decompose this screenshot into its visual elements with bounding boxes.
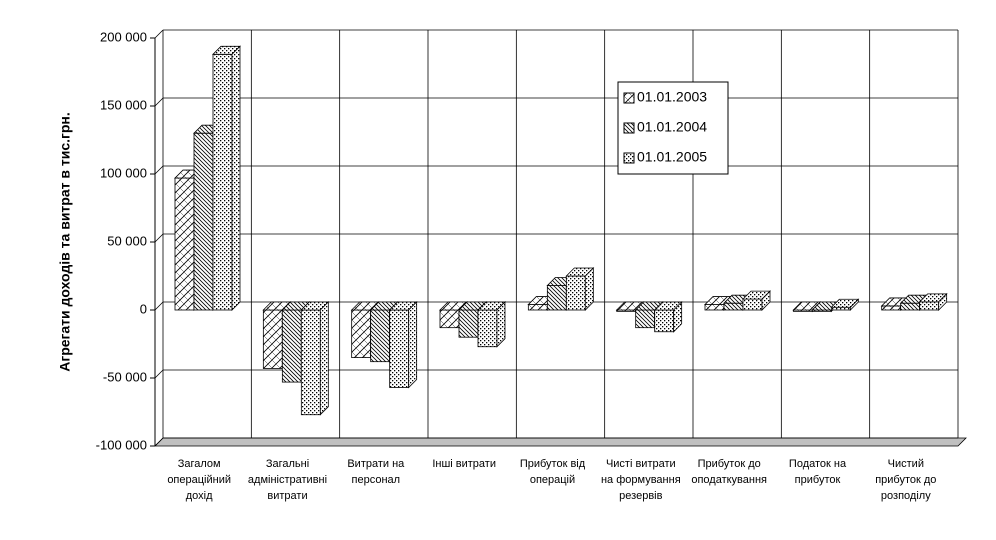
bar [300,301,330,416]
y-tick-label: 100 000 [100,165,147,180]
legend-label: 01.01.2003 [637,89,707,105]
x-tick-label: Прибуток до оподаткування [691,458,767,486]
bar-front [477,309,498,348]
bar-side [673,301,683,333]
bar-front [389,309,410,388]
bar-front [174,177,195,311]
bar [830,298,860,311]
bar-front [546,285,567,311]
x-tick-label: Витрати на персонал [347,458,405,486]
bar-front [351,309,372,358]
bar-front [654,309,675,333]
grid-line [154,233,164,243]
bar-front [458,309,479,338]
y-tick-label: 200 000 [100,29,147,44]
bar-side [938,292,948,311]
bar-front [300,309,321,416]
x-tick-label: Загальні адміністративні витрати [247,458,328,502]
grid-line [154,369,164,379]
floor [154,437,967,447]
bar [742,290,771,311]
bar [388,301,418,389]
grid-line [154,165,164,175]
bar [565,267,595,311]
bar-front [370,309,391,363]
bar-front [900,302,921,311]
bar [653,301,683,333]
bar-side [231,45,241,311]
y-tick-label: -100 000 [96,437,147,452]
bar-front [830,306,851,311]
y-tick-label: -50 000 [103,369,147,384]
x-tick-label: Чисті витрати на формування резервів [600,458,681,502]
bar-side [496,301,506,348]
bar [212,45,241,311]
bar-front [919,301,940,311]
bar-side [408,301,418,389]
grid-line [154,29,164,39]
bar-front [635,309,656,329]
x-tick-label: Чистий прибуток до розподілу [875,458,937,502]
legend-label: 01.01.2005 [637,149,707,165]
grid-line [154,97,164,107]
x-tick-label: Податок на прибуток [788,458,847,486]
grid-line [154,301,164,311]
y-tick-label: 150 000 [100,97,147,112]
y-axis-title: Агрегати доходів та витрат в тис.грн. [57,112,73,371]
bar [477,301,506,348]
bar-front [723,302,744,311]
y-tick-label: 0 [140,301,147,316]
x-tick-label: Прибуток від операцій [519,458,586,486]
y-tick-label: 50 000 [107,233,147,248]
legend-swatch [623,92,635,104]
legend-box [617,81,729,175]
bar-front [193,132,214,311]
bar-front [439,309,460,329]
bar-front [262,309,283,369]
bar-front [704,304,725,311]
x-tick-label: Інші витрати [432,458,496,470]
legend-swatch [623,152,635,164]
bar-front [527,304,548,311]
bar-front [212,53,233,311]
bar-front [565,275,586,311]
grid-line [154,437,164,447]
legend-swatch [623,122,635,134]
bar-front [881,305,902,311]
bar-side [584,267,594,311]
bar-side [849,298,859,311]
bar-side [319,301,329,416]
legend-label: 01.01.2004 [637,119,707,135]
bar [918,292,948,311]
bar-front [281,309,302,383]
bar-front [742,298,763,311]
bar-side [761,290,771,311]
x-tick-label: Загалом операційний дохід [167,458,231,502]
